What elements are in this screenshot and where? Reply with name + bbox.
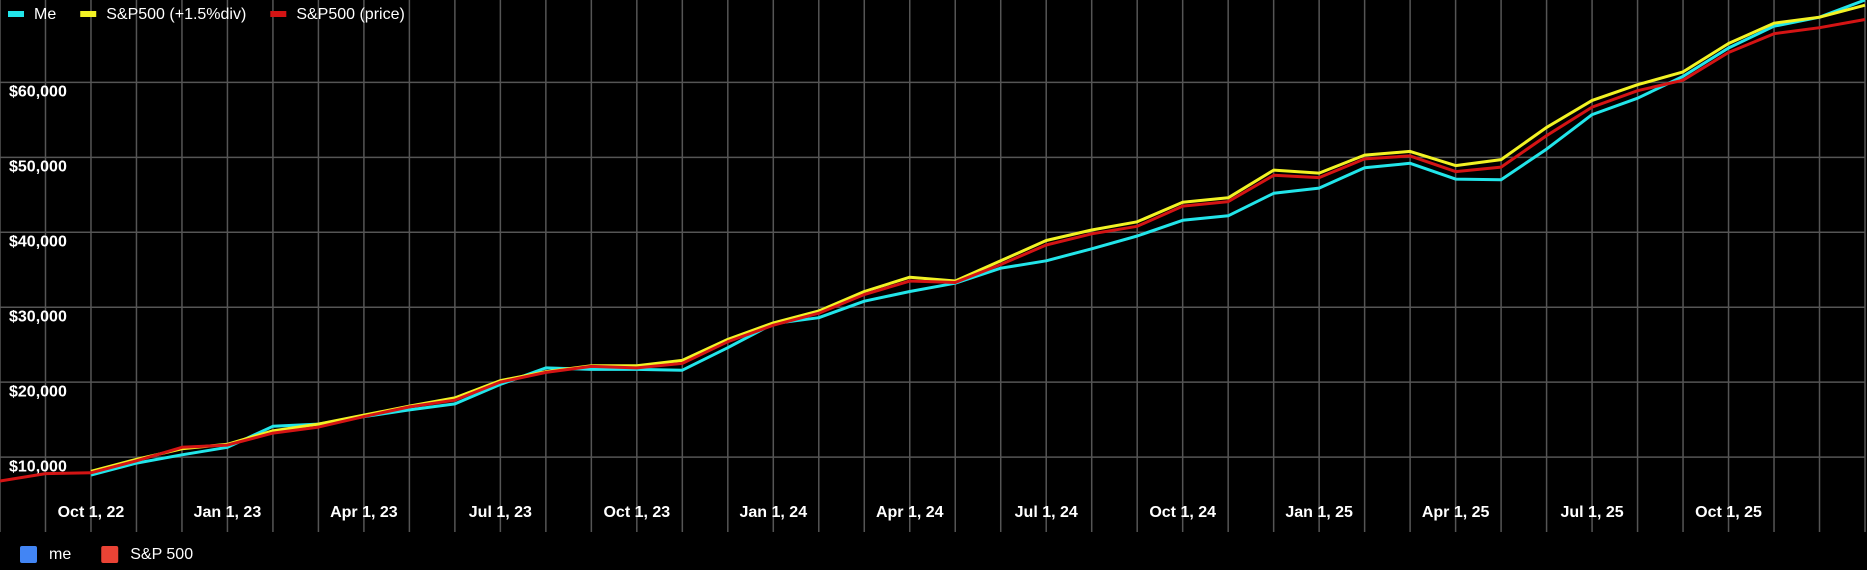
series-line	[90, 0, 1866, 477]
y-tick-label: $40,000	[9, 234, 67, 251]
x-tick-label: Oct 1, 25	[1695, 504, 1762, 521]
x-tick-label: Jul 1, 24	[1015, 504, 1078, 521]
y-tick-label: $60,000	[9, 84, 67, 101]
x-tick-label: Oct 1, 24	[1149, 504, 1216, 521]
legend-swatch	[270, 11, 287, 17]
x-tick-label: Jan 1, 23	[194, 504, 262, 521]
x-tick-label: Apr 1, 24	[876, 504, 944, 521]
legend-label: S&P500 (+1.5%div)	[106, 6, 246, 23]
x-tick-label: Jul 1, 23	[469, 504, 532, 521]
x-tick-label: Oct 1, 23	[603, 504, 670, 521]
legend-swatch	[8, 11, 24, 17]
x-tick-label: Jan 1, 25	[1285, 504, 1353, 521]
y-tick-label: $10,000	[9, 458, 67, 475]
x-tick-label: Jan 1, 24	[739, 504, 807, 521]
legend-label: Me	[34, 6, 56, 23]
legend-label: S&P 500	[130, 546, 193, 563]
series-line	[0, 18, 1866, 483]
x-tick-label: Oct 1, 22	[58, 504, 125, 521]
x-tick-label: Apr 1, 23	[330, 504, 398, 521]
y-tick-label: $50,000	[9, 159, 67, 176]
y-tick-label: $20,000	[9, 383, 67, 400]
x-tick-label: Jul 1, 25	[1560, 504, 1623, 521]
legend-swatch	[101, 546, 119, 563]
legend-swatch	[20, 546, 37, 563]
y-tick-label: $30,000	[9, 308, 67, 325]
legend-label: S&P500 (price)	[296, 6, 405, 23]
legend-label: me	[49, 546, 71, 563]
series-line	[90, 3, 1866, 473]
legend-swatch	[80, 11, 97, 17]
x-tick-label: Apr 1, 25	[1422, 504, 1490, 521]
